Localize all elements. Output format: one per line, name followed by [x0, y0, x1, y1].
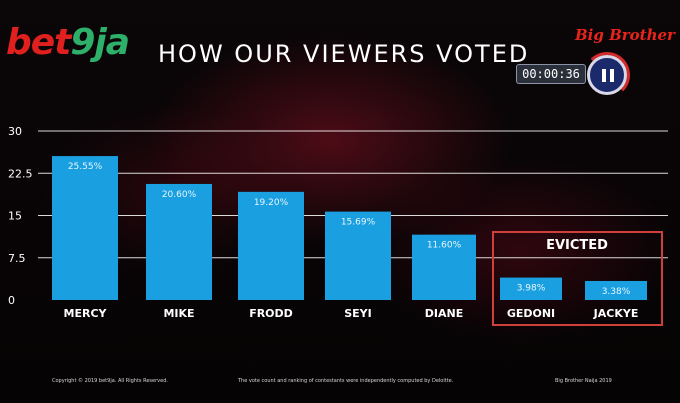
bar — [412, 234, 476, 300]
y-tick-label: 30 — [8, 125, 22, 138]
disclaimer-text: The vote count and ranking of contestant… — [238, 378, 454, 384]
category-label: DIANE — [425, 307, 463, 320]
big-brother-logo: Big Brother — [575, 26, 675, 44]
data-label: 15.69% — [341, 218, 376, 228]
evicted-box — [492, 231, 663, 326]
category-label: MERCY — [64, 307, 108, 320]
y-tick-label: 7.5 — [8, 252, 26, 265]
category-label: MIKE — [163, 307, 194, 320]
y-tick-label: 15 — [8, 210, 22, 223]
bar — [52, 156, 118, 300]
data-label: 3.98% — [517, 284, 546, 294]
y-tick-label: 22.5 — [8, 167, 33, 180]
category-label: GEDONI — [507, 307, 555, 320]
timer-display: 00:00:36 — [516, 64, 586, 84]
page-title: HOW OUR VIEWERS VOTED — [158, 40, 530, 68]
data-label: 20.60% — [162, 190, 197, 200]
bar — [500, 277, 562, 300]
pause-icon[interactable] — [587, 55, 627, 95]
data-label: 19.20% — [254, 198, 289, 208]
bar — [146, 183, 212, 300]
y-tick-label: 0 — [8, 294, 15, 307]
category-label: SEYI — [344, 307, 372, 320]
copyright-text: Copyright © 2019 bet9ja. All Rights Rese… — [52, 378, 168, 384]
bet9ja-logo: bet9ja — [6, 22, 130, 63]
show-name-text: Big Brother Naija 2019 — [555, 378, 612, 384]
category-label: JACKYE — [593, 307, 639, 320]
data-label: 3.38% — [602, 287, 631, 297]
bar — [238, 191, 304, 300]
category-label: FRODD — [249, 307, 293, 320]
evicted-label: EVICTED — [546, 238, 608, 253]
data-label: 11.60% — [427, 241, 462, 251]
bar — [325, 211, 391, 300]
data-label: 25.55% — [68, 162, 103, 172]
bar — [585, 280, 647, 300]
progress-ring — [584, 52, 630, 98]
